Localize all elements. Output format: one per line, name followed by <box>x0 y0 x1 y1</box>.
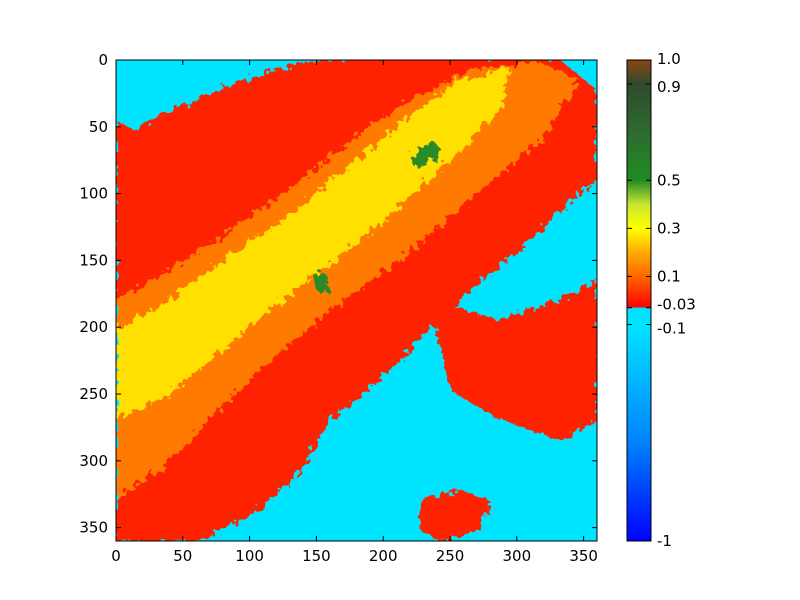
x-tick-label: 150 <box>302 547 331 565</box>
y-axis: 0 50 100 150 200 250 300 350 <box>79 51 597 537</box>
heatmap-plot: 0 50 100 150 200 250 300 350 0 50 100 150 200 250 300… <box>79 51 598 565</box>
plot-frame <box>115 59 598 542</box>
region-sparse-nw <box>116 120 210 260</box>
x-axis: 0 50 100 150 200 250 300 350 <box>111 60 598 565</box>
region-very-dense <box>315 273 329 293</box>
x-tick-label: 100 <box>235 547 264 565</box>
colorbar-tick-label: -0.03 <box>657 296 696 314</box>
region-very-dense <box>411 142 439 168</box>
colorbar-tick-label: 0.5 <box>657 171 681 189</box>
colorbar-ticks: 1.0 0.9 0.5 0.3 0.1 -0.03 -0.1 -1 <box>627 50 696 550</box>
region-sparse-south <box>420 490 490 541</box>
region-dense <box>116 68 510 420</box>
x-tick-label: 200 <box>369 547 398 565</box>
colorbar-tick-label: 0.9 <box>657 78 681 96</box>
y-tick-label: 150 <box>79 251 108 269</box>
region-moderate <box>116 62 580 500</box>
y-tick-label: 250 <box>79 385 108 403</box>
x-tick-label: 250 <box>436 547 465 565</box>
y-tick-label: 300 <box>79 452 108 470</box>
x-tick-label: 0 <box>111 547 121 565</box>
colorbar-tick-label: 1.0 <box>657 50 681 68</box>
y-tick-label: 200 <box>79 318 108 336</box>
y-tick-label: 350 <box>79 519 108 537</box>
y-tick-label: 100 <box>79 185 108 203</box>
colorbar-gradient <box>626 59 652 542</box>
region-sparse-east <box>430 280 597 440</box>
colorbar-tick-label: 0.3 <box>657 219 681 237</box>
x-tick-label: 50 <box>173 547 192 565</box>
x-tick-label: 300 <box>503 547 532 565</box>
heatmap-image <box>116 60 597 541</box>
colorbar-tick-label: 0.1 <box>657 267 681 285</box>
colorbar-tick-label: -1 <box>657 532 672 550</box>
y-tick-label: 0 <box>98 51 108 69</box>
colorbar-tick-label: -0.1 <box>657 320 686 338</box>
y-tick-label: 50 <box>89 118 108 136</box>
colorbar: 1.0 0.9 0.5 0.3 0.1 -0.03 -0.1 -1 <box>626 50 696 550</box>
x-tick-label: 350 <box>569 547 598 565</box>
